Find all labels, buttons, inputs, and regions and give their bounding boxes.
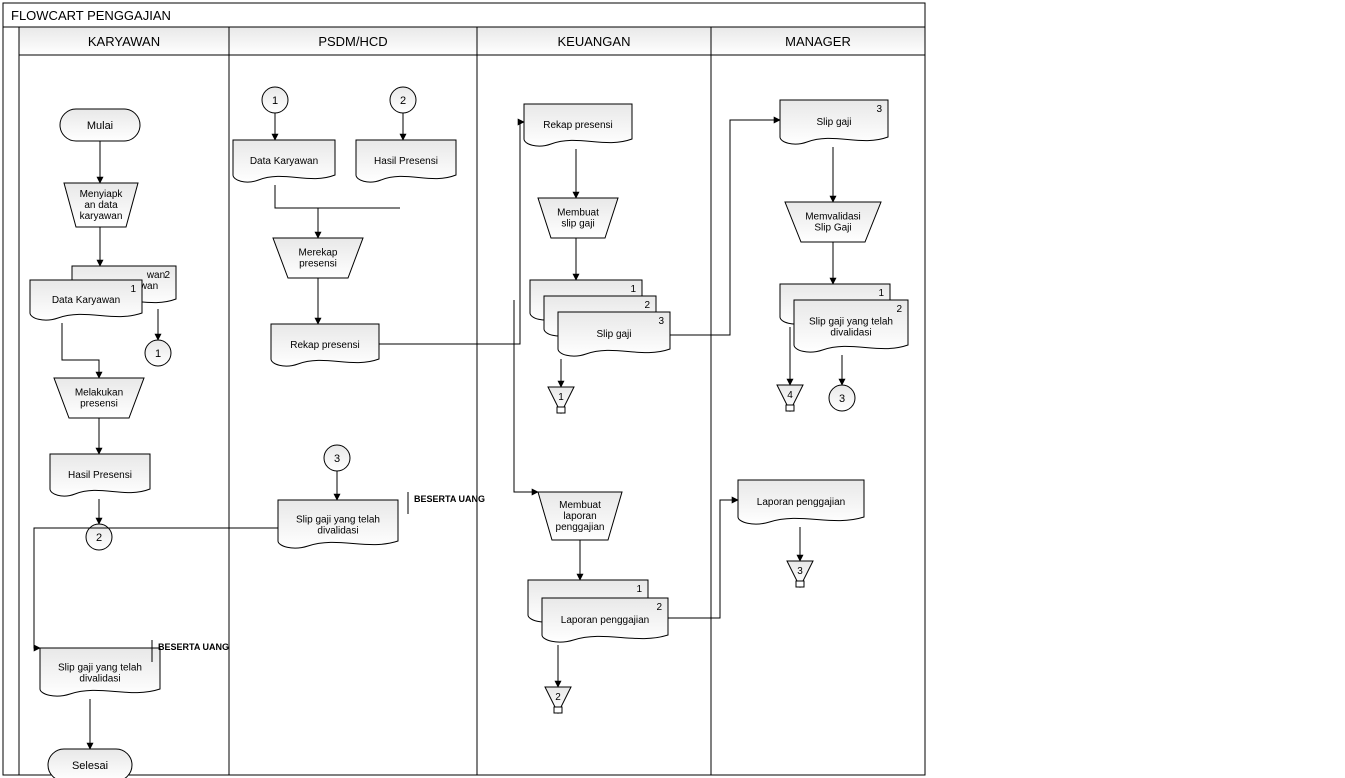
svg-text:FLOWCART PENGGAJIAN: FLOWCART PENGGAJIAN [11,8,171,23]
svg-text:presensi: presensi [80,399,118,410]
svg-text:Laporan penggajian: Laporan penggajian [561,615,649,626]
svg-text:Melakukan: Melakukan [75,388,123,399]
svg-text:Laporan penggajian: Laporan penggajian [757,497,845,508]
svg-text:2: 2 [644,300,650,311]
svg-text:an data: an data [84,200,118,211]
svg-text:Data Karyawan: Data Karyawan [52,295,120,306]
edge-19 [514,300,538,492]
svg-text:2: 2 [96,532,102,544]
svg-text:Mulai: Mulai [87,120,113,132]
svg-text:Membuat: Membuat [557,208,599,219]
svg-text:4: 4 [787,390,793,401]
svg-text:Slip gaji: Slip gaji [816,117,851,128]
svg-text:2: 2 [555,692,561,703]
svg-text:2: 2 [400,95,406,107]
edge-13 [34,528,278,648]
svg-text:penggajian: penggajian [556,522,605,533]
svg-text:Hasil Presensi: Hasil Presensi [68,470,132,481]
svg-text:Memvalidasi: Memvalidasi [805,212,861,223]
svg-text:karyawan: karyawan [80,211,123,222]
svg-text:Slip gaji: Slip gaji [596,329,631,340]
svg-text:divalidasi: divalidasi [830,328,871,339]
svg-text:3: 3 [334,453,340,465]
svg-text:1: 1 [558,392,564,403]
svg-text:KEUANGAN: KEUANGAN [558,34,631,49]
svg-text:1: 1 [272,95,278,107]
svg-text:BESERTA UANG: BESERTA UANG [414,494,485,504]
svg-text:KARYAWAN: KARYAWAN [88,34,160,49]
svg-text:laporan: laporan [563,511,596,522]
edge-3 [62,323,99,378]
svg-text:wan: wan [146,270,165,281]
svg-text:1: 1 [630,284,636,295]
svg-text:2: 2 [896,304,902,315]
svg-text:BESERTA UANG: BESERTA UANG [158,642,229,652]
svg-text:3: 3 [876,104,882,115]
svg-text:3: 3 [797,566,803,577]
svg-text:Selesai: Selesai [72,760,108,772]
svg-text:Slip gaji yang telah: Slip gaji yang telah [809,317,893,328]
svg-text:1: 1 [130,284,136,295]
svg-text:Slip gaji yang telah: Slip gaji yang telah [58,663,142,674]
flowchart-stage: FLOWCART PENGGAJIAN KARYAWAN PSDM/HCD KEUAN… [0,0,1345,778]
svg-text:Merekap: Merekap [299,248,338,259]
edge-18 [670,120,780,335]
edge-9 [275,185,400,238]
svg-text:divalidasi: divalidasi [79,674,120,685]
svg-text:Data Karyawan: Data Karyawan [250,156,318,167]
svg-text:1: 1 [878,288,884,299]
svg-text:Membuat: Membuat [559,500,601,511]
svg-text:divalidasi: divalidasi [317,526,358,537]
svg-text:Rekap presensi: Rekap presensi [290,340,359,351]
svg-text:1: 1 [155,348,161,360]
svg-text:Slip gaji yang telah: Slip gaji yang telah [296,515,380,526]
svg-text:Rekap presensi: Rekap presensi [543,120,612,131]
svg-text:Hasil Presensi: Hasil Presensi [374,156,438,167]
svg-text:slip gaji: slip gaji [561,219,594,230]
flowchart-svg: FLOWCART PENGGAJIAN KARYAWAN PSDM/HCD KEUAN… [0,0,1345,778]
svg-text:presensi: presensi [299,259,337,270]
svg-text:MANAGER: MANAGER [785,34,851,49]
svg-text:1: 1 [636,584,642,595]
svg-text:PSDM/HCD: PSDM/HCD [318,34,387,49]
svg-text:Slip Gaji: Slip Gaji [814,223,851,234]
edge-22 [668,500,738,618]
svg-text:Menyiapk: Menyiapk [80,189,124,200]
svg-text:3: 3 [839,393,845,405]
svg-text:2: 2 [164,270,170,281]
svg-text:3: 3 [658,316,664,327]
svg-text:2: 2 [656,602,662,613]
